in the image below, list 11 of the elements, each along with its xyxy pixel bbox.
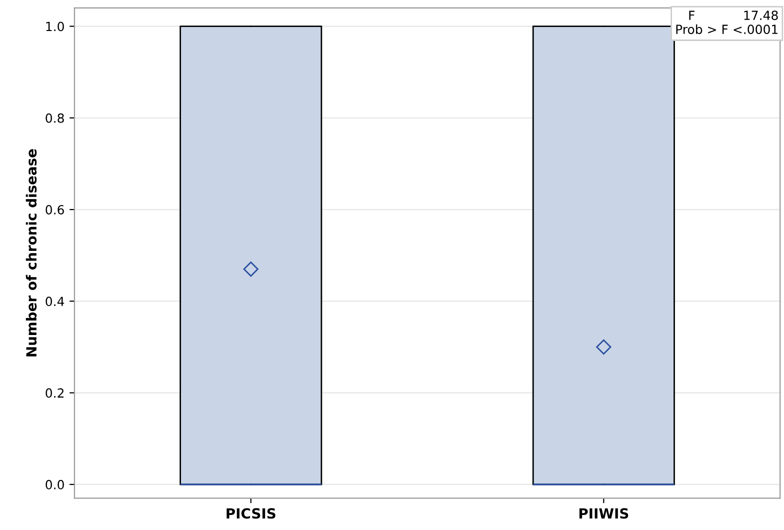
x-tick-label: PIIWIS	[579, 508, 628, 519]
y-tick-label: 0.0	[46, 480, 64, 490]
x-tick-label: PICSIS	[226, 508, 276, 519]
y-axis-title: Number of chronic disease	[26, 149, 37, 356]
y-tick-label: 1.0	[46, 22, 64, 32]
y-tick-label: 0.8	[46, 113, 64, 123]
y-tick-label: 0.6	[46, 205, 64, 214]
annotation: F 17.48	[689, 10, 778, 20]
annotation: Prob > F <.0001	[676, 24, 778, 34]
y-tick-label: 0.4	[46, 296, 64, 306]
y-tick-label: 0.2	[46, 388, 64, 398]
